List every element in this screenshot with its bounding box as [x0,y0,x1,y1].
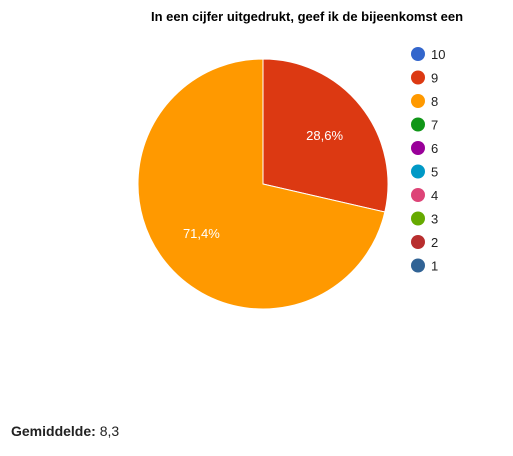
legend-swatch-9 [411,70,425,85]
legend-label-9: 9 [431,71,438,86]
chart-legend: 10 9 8 7 6 5 4 3 2 1 [411,47,445,274]
legend-label-3: 3 [431,212,438,227]
legend-swatch-2 [411,235,425,249]
legend-item-3: 3 [411,211,438,227]
legend-item-4: 4 [411,188,438,203]
average-value: 8,3 [99,423,120,439]
chart-title: In een cijfer uitgedrukt, geef ik de bij… [151,9,463,24]
legend-label-4: 4 [431,188,438,203]
pie-slice-labels: 28,6% 71,4% [183,128,344,241]
average-label: Gemiddelde: [11,423,96,439]
pie-slice-8 [137,58,386,310]
slice-label-9: 28,6% [306,128,343,143]
legend-swatch-5 [411,164,425,179]
legend-item-10: 10 [411,47,445,62]
legend-item-1: 1 [411,258,438,274]
legend-label-5: 5 [431,165,438,180]
legend-item-9: 9 [411,70,438,86]
legend-item-7: 7 [411,117,438,133]
legend-label-7: 7 [431,118,438,133]
legend-item-6: 6 [411,141,438,156]
legend-swatch-1 [411,258,425,273]
legend-label-2: 2 [431,235,438,250]
legend-label-1: 1 [431,259,438,274]
legend-label-6: 6 [431,141,438,156]
legend-swatch-3 [411,211,425,226]
legend-label-8: 8 [431,94,438,109]
legend-swatch-6 [411,141,425,155]
legend-item-5: 5 [411,164,438,180]
legend-swatch-4 [411,188,425,202]
legend-swatch-7 [411,117,425,132]
legend-swatch-10 [411,47,425,61]
legend-swatch-8 [411,94,425,108]
pie-chart: In een cijfer uitgedrukt, geef ik de bij… [137,9,463,310]
slice-label-8: 71,4% [183,226,220,241]
legend-item-8: 8 [411,94,438,109]
pie-slices [137,58,389,310]
pie-slice-9 [262,58,389,213]
average-summary: Gemiddelde: 8,3 [11,423,119,439]
legend-item-2: 2 [411,235,438,250]
legend-label-10: 10 [431,47,445,62]
